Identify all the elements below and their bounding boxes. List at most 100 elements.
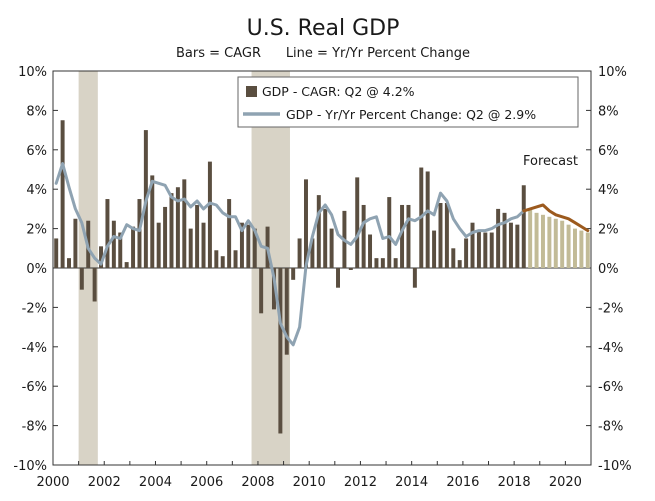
chart-title: U.S. Real GDP	[247, 16, 400, 41]
bar-cagr	[105, 199, 110, 268]
bar-cagr	[406, 204, 411, 268]
legend-label-bar: GDP - CAGR: Q2 @ 4.2%	[262, 84, 415, 99]
y-tick-label-left: 6%	[26, 144, 47, 159]
y-tick-label-right: 4%	[598, 183, 619, 198]
bar-cagr	[175, 187, 180, 268]
x-tick-label: 2008	[241, 475, 274, 490]
bar-cagr	[60, 120, 65, 268]
bar-cagr	[239, 222, 244, 268]
bar-cagr	[470, 222, 475, 268]
bar-cagr	[496, 208, 501, 268]
bar-cagr	[73, 218, 78, 268]
bar-cagr	[182, 179, 187, 268]
x-tick-label: 2014	[395, 475, 428, 490]
bar-cagr	[137, 199, 142, 268]
bar-cagr	[195, 204, 200, 268]
bar-cagr	[336, 268, 340, 288]
bar-cagr	[316, 195, 321, 268]
x-tick-label: 2012	[344, 475, 377, 490]
bar-cagr	[476, 230, 481, 268]
bar-cagr	[201, 222, 206, 268]
y-tick-label-right: 6%	[598, 144, 619, 159]
bar-cagr	[361, 204, 366, 268]
bar-cagr	[271, 268, 276, 310]
forecast-annotation: Forecast	[523, 154, 578, 169]
x-tick-label: 2020	[549, 475, 582, 490]
bar-cagr	[124, 262, 129, 268]
bar-cagr	[259, 268, 264, 314]
bar-cagr	[412, 268, 417, 288]
bar-cagr	[387, 197, 392, 268]
bar-cagr	[99, 246, 104, 268]
x-tick-label: 2006	[190, 475, 223, 490]
bars	[54, 120, 590, 434]
bar-cagr	[515, 224, 520, 268]
y-tick-label-right: 2%	[598, 223, 619, 238]
line-yoy-forecast	[522, 203, 590, 233]
legend-box	[237, 76, 579, 128]
bar-cagr-forecast	[540, 214, 545, 268]
axis-frame	[52, 70, 592, 466]
bar-cagr	[220, 256, 225, 268]
bar-cagr	[329, 228, 334, 268]
tick-labels: 10% 10% 8% 8% 6% 6% 4% 4% 2% 2% 0% 0% -2% -2% -4% -4% -6…	[13, 65, 631, 490]
bar-cagr	[118, 232, 123, 268]
y-tick-label-right: -4%	[598, 341, 623, 356]
legend: GDP - CAGR: Q2 @ 4.2% GDP - Yr/Yr Percen…	[237, 76, 579, 128]
bar-cagr	[54, 238, 59, 268]
bar-cagr	[457, 260, 462, 268]
line-yoy	[54, 162, 526, 347]
bar-cagr-forecast	[547, 216, 552, 268]
x-tick-label: 2018	[498, 475, 531, 490]
bar-cagr	[508, 222, 513, 268]
y-tick-label-left: -10%	[13, 459, 47, 474]
legend-label-line: GDP - Yr/Yr Percent Change: Q2 @ 2.9%	[286, 107, 536, 122]
bar-cagr	[156, 222, 161, 268]
bar-cagr-forecast	[553, 218, 558, 268]
x-tick-label: 2010	[293, 475, 326, 490]
bar-cagr-forecast	[573, 228, 577, 268]
bar-cagr	[92, 268, 97, 302]
bar-cagr	[188, 228, 193, 268]
y-tick-label-left: 10%	[18, 65, 47, 80]
x-tick-label: 2004	[139, 475, 172, 490]
bar-cagr-forecast	[528, 208, 533, 268]
bar-cagr	[233, 250, 238, 268]
bar-cagr-forecast	[566, 224, 571, 268]
bar-cagr	[163, 206, 168, 268]
y-tick-label-right: 10%	[598, 65, 627, 80]
y-tick-label-left: -6%	[22, 380, 47, 395]
bar-cagr	[374, 258, 379, 268]
bar-cagr-forecast	[585, 232, 590, 268]
y-tick-label-left: 0%	[26, 262, 47, 277]
bar-cagr	[521, 185, 526, 268]
bar-cagr	[246, 224, 251, 268]
y-tick-label-right: -2%	[598, 301, 623, 316]
bar-cagr-forecast	[534, 212, 539, 268]
y-tick-label-left: -2%	[22, 301, 47, 316]
bar-cagr	[227, 199, 232, 268]
y-tick-label-left: 2%	[26, 223, 47, 238]
bar-cagr	[111, 220, 116, 268]
bar-cagr	[79, 268, 84, 290]
bar-cagr	[67, 258, 71, 268]
bar-cagr	[393, 258, 398, 268]
bar-cagr	[400, 204, 405, 268]
bar-cagr	[207, 161, 212, 268]
bar-cagr	[444, 202, 449, 268]
lines	[54, 162, 590, 347]
y-tick-label-left: -4%	[22, 341, 47, 356]
bar-cagr	[284, 268, 289, 355]
x-tick-label: 2000	[36, 475, 69, 490]
bar-cagr	[368, 234, 373, 268]
legend-swatch-bar	[246, 86, 257, 97]
bar-cagr	[169, 193, 174, 268]
bar-cagr-forecast	[560, 220, 565, 268]
bar-cagr	[380, 258, 385, 268]
x-tick-label: 2002	[88, 475, 121, 490]
bar-cagr	[252, 228, 257, 268]
bar-cagr	[297, 238, 302, 268]
y-tick-label-right: 0%	[598, 262, 619, 277]
